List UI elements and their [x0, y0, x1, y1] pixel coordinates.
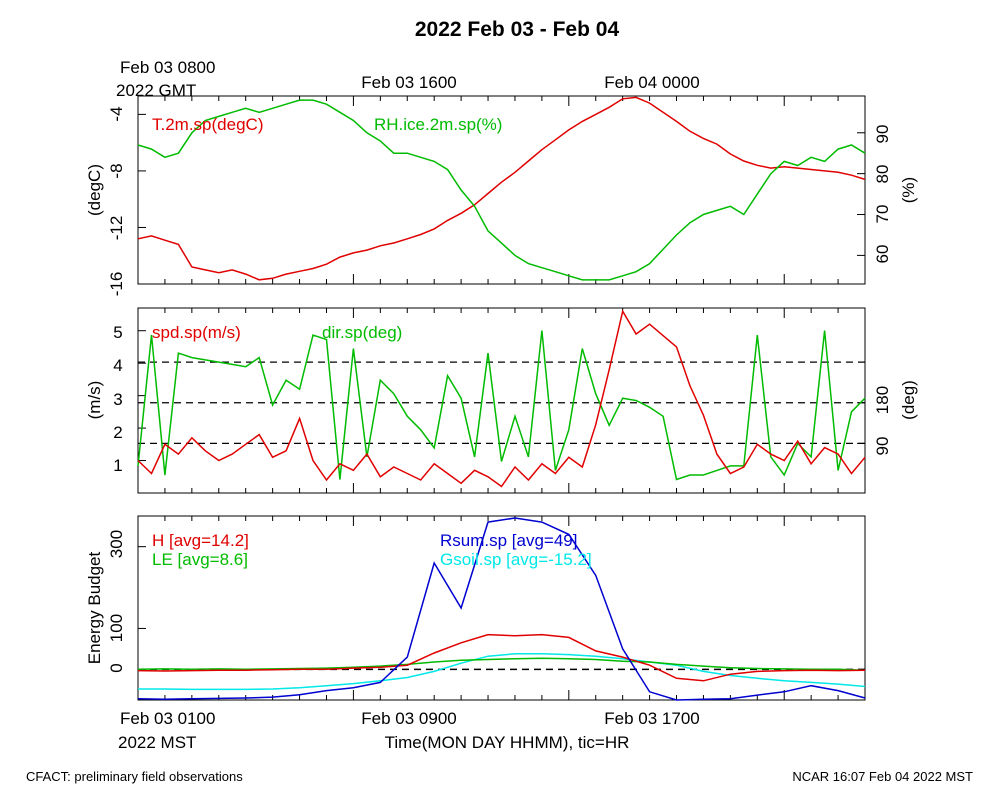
p3-left-tick-0: 300 — [107, 530, 126, 558]
p1-right-tick-0: 90 — [873, 125, 892, 144]
p2-left-axis-label: (m/s) — [85, 381, 104, 420]
p2-left-tick-2: 3 — [113, 390, 122, 409]
p2-right-axis-label: (deg) — [899, 380, 918, 420]
p3-left-tick-1: 100 — [107, 614, 126, 642]
p1-left-tick-0: -4 — [107, 106, 126, 121]
p3-left-tick-2: 0 — [107, 663, 126, 672]
legend-rh-ice: RH.ice.2m.sp(%) — [374, 115, 502, 134]
panel-3-frame — [137, 515, 866, 701]
panel-2-frame — [137, 307, 866, 494]
p2-right-tick-1: 90 — [873, 437, 892, 456]
mst-label-2: Feb 03 0900 — [361, 709, 456, 728]
mst-label-1-line2: 2022 MST — [118, 733, 196, 752]
temperature-series-line — [137, 96, 866, 281]
footer-left: CFACT: preliminary field observations — [26, 769, 243, 784]
p3-left-axis-label: Energy Budget — [85, 551, 104, 664]
p1-right-tick-3: 60 — [873, 245, 892, 264]
p1-right-tick-2: 70 — [873, 205, 892, 224]
gmt-label-3: Feb 04 0000 — [604, 73, 699, 92]
le-series-line — [137, 657, 866, 671]
legend-wind-speed: spd.sp(m/s) — [152, 323, 241, 342]
p1-left-tick-2: -12 — [107, 216, 126, 241]
gmt-label-1-line1: Feb 03 0800 — [120, 58, 215, 77]
legend-wind-direction: dir.sp(deg) — [322, 323, 402, 342]
p2-left-tick-1: 4 — [113, 356, 122, 375]
p1-left-axis-label: (degC) — [85, 164, 104, 216]
panel-2-ticks — [137, 308, 866, 493]
p2-left-tick-3: 2 — [113, 423, 122, 442]
p1-left-tick-1: -8 — [107, 163, 126, 178]
p1-right-axis-label: (%) — [899, 177, 918, 203]
legend-rsum: Rsum.sp [avg=49] — [440, 531, 578, 550]
legend-le: LE [avg=8.6] — [152, 550, 248, 569]
p1-left-tick-3: -16 — [107, 272, 126, 297]
footer-right: NCAR 16:07 Feb 04 2022 MST — [792, 769, 973, 784]
p2-left-tick-4: 1 — [113, 456, 122, 475]
p2-left-tick-0: 5 — [113, 323, 122, 342]
mst-label-1-line1: Feb 03 0100 — [120, 709, 215, 728]
wind-speed-series-line — [137, 309, 866, 488]
wind-direction-series-line — [137, 330, 866, 481]
panel-1-ticks — [137, 96, 866, 285]
x-axis-label: Time(MON DAY HHMM), tic=HR — [385, 733, 630, 752]
gmt-label-1-line2: 2022 GMT — [116, 81, 196, 100]
legend-gsoil: Gsoil.sp [avg=-15.2] — [440, 550, 592, 569]
panel-1-frame — [137, 95, 866, 285]
h-series-line — [137, 633, 866, 682]
rh-ice-series-line — [137, 99, 866, 281]
chart-title: 2022 Feb 03 - Feb 04 — [415, 18, 620, 41]
gsoil-series-line — [138, 653, 866, 691]
p2-right-tick-0: 180 — [873, 386, 892, 414]
rsum-series-line — [137, 517, 866, 701]
legend-temperature: T.2m.sp(degC) — [152, 115, 263, 134]
mst-label-3: Feb 03 1700 — [604, 709, 699, 728]
legend-h: H [avg=14.2] — [152, 531, 249, 550]
gmt-label-2: Feb 03 1600 — [361, 73, 456, 92]
p1-right-tick-1: 80 — [873, 165, 892, 184]
